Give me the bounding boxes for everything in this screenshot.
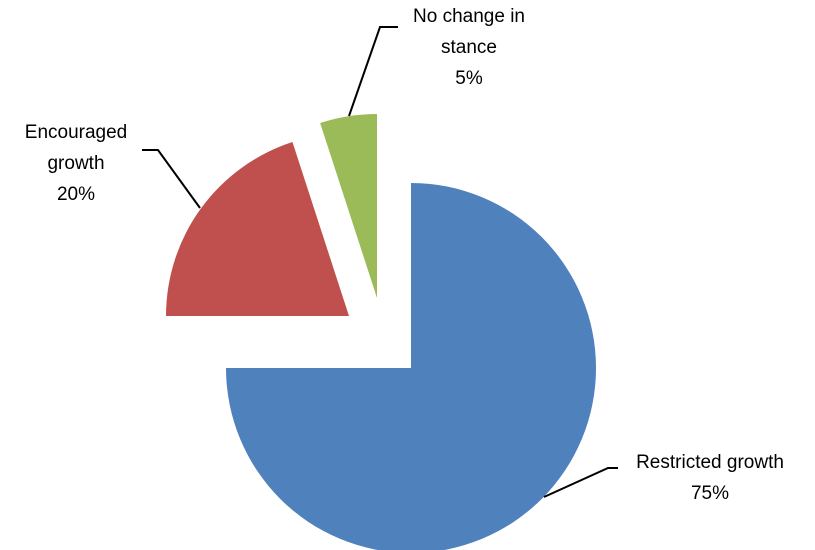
data-label-restricted-growth: Restricted growth 75% [636, 452, 784, 504]
data-label-category: growth [47, 153, 104, 174]
data-label-category: No change in [413, 6, 525, 27]
data-label-percent: 75% [691, 483, 729, 504]
data-label-category: Restricted growth [636, 452, 784, 473]
leader-line-no-change-in-stance [348, 26, 398, 117]
pie-slice-restricted-growth [226, 183, 596, 550]
leader-line-restricted-growth [543, 467, 618, 498]
leader-line-encouraged-growth [142, 149, 201, 209]
data-label-category: stance [441, 37, 497, 58]
data-label-percent: 20% [57, 184, 95, 205]
data-label-category: Encouraged [25, 122, 127, 143]
pie-slice-no-change-in-stance [320, 114, 377, 298]
data-label-percent: 5% [455, 68, 483, 89]
data-label-no-change-in-stance: No change in stance 5% [413, 6, 525, 89]
pie-slice-encouraged-growth [166, 141, 349, 316]
data-label-encouraged-growth: Encouraged growth 20% [25, 122, 127, 205]
